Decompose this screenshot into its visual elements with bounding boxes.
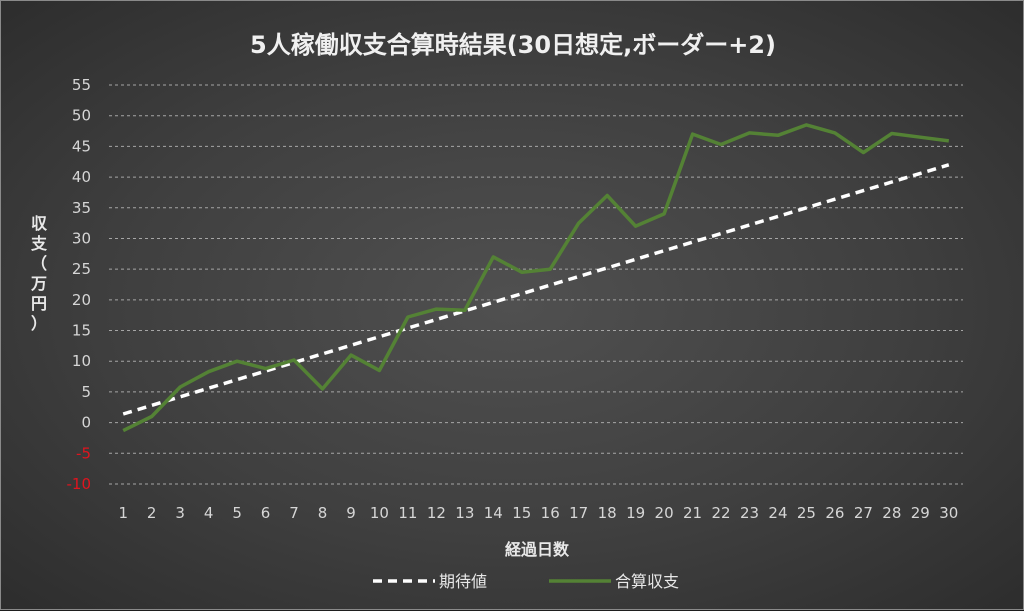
y-tick-label: 15 (72, 322, 91, 340)
x-tick-label: 17 (569, 504, 588, 522)
x-tick-label: 15 (512, 504, 531, 522)
x-tick-label: 6 (261, 504, 271, 522)
x-tick-label: 24 (768, 504, 787, 522)
x-tick-label: 27 (854, 504, 873, 522)
y-axis-ticks: -10 -5 0 5 10 15 20 25 30 35 40 45 50 55 (67, 76, 92, 493)
x-tick-label: 8 (318, 504, 328, 522)
gridlines (109, 84, 963, 485)
y-tick-label: 25 (72, 260, 91, 278)
x-tick-label: 21 (683, 504, 702, 522)
y-tick-label: 5 (81, 383, 91, 401)
legend: 期待値 合算収支 (373, 572, 679, 591)
x-tick-label: 2 (147, 504, 157, 522)
x-tick-label: 1 (118, 504, 128, 522)
chart-title: 5人稼働収支合算時結果(30日想定,ボーダー+2) (250, 31, 776, 59)
series-line-expected (122, 163, 950, 416)
x-tick-label: 29 (911, 504, 930, 522)
y-tick-label: 45 (72, 137, 91, 155)
y-tick-label: -5 (76, 444, 91, 462)
y-tick-label: 40 (72, 168, 91, 186)
x-tick-label: 5 (232, 504, 242, 522)
legend-label: 合算収支 (615, 572, 679, 591)
x-tick-label: 26 (825, 504, 844, 522)
x-tick-label: 16 (541, 504, 560, 522)
x-tick-label: 30 (939, 504, 958, 522)
y-tick-label: 30 (72, 229, 91, 247)
y-axis-title: 収支（万円） (30, 214, 48, 333)
x-tick-label: 20 (655, 504, 674, 522)
x-axis-ticks: 1 2 3 4 5 6 7 8 9 10 11 12 13 14 15 16 17 18 19 20 21 22 23 24 2… (118, 504, 958, 522)
series-line-actual (122, 123, 950, 433)
x-tick-label: 10 (370, 504, 389, 522)
x-tick-label: 12 (427, 504, 446, 522)
x-tick-label: 23 (740, 504, 759, 522)
y-tick-label: -10 (67, 475, 92, 493)
x-tick-label: 4 (204, 504, 214, 522)
x-tick-label: 13 (455, 504, 474, 522)
x-axis-title: 経過日数 (505, 540, 570, 559)
series-lines (122, 123, 950, 433)
y-tick-label: 20 (72, 291, 91, 309)
y-tick-label: 0 (81, 414, 91, 432)
y-tick-label: 35 (72, 199, 91, 217)
y-tick-label: 10 (72, 352, 91, 370)
x-tick-label: 11 (398, 504, 417, 522)
x-tick-label: 14 (484, 504, 503, 522)
x-tick-label: 19 (626, 504, 645, 522)
x-tick-label: 28 (882, 504, 901, 522)
y-tick-label: 50 (72, 107, 91, 125)
x-tick-label: 22 (711, 504, 730, 522)
x-tick-label: 9 (346, 504, 356, 522)
x-tick-label: 7 (289, 504, 299, 522)
x-tick-label: 25 (797, 504, 816, 522)
x-tick-label: 3 (175, 504, 185, 522)
legend-label: 期待値 (439, 572, 487, 591)
x-tick-label: 18 (598, 504, 617, 522)
y-tick-label: 55 (72, 76, 91, 94)
